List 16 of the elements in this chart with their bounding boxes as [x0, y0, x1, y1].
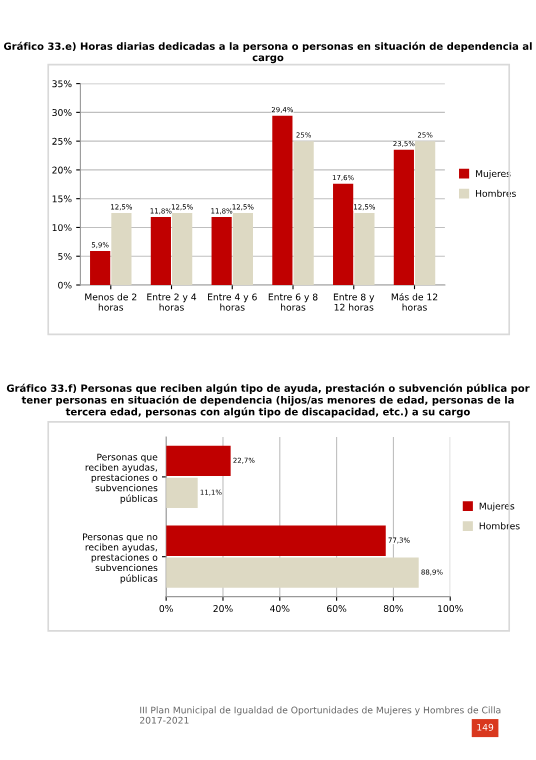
bar — [166, 477, 198, 509]
bar — [415, 141, 436, 285]
bar — [272, 115, 293, 285]
bar — [333, 183, 354, 285]
bar — [172, 213, 193, 285]
bar — [293, 141, 314, 285]
bar — [211, 217, 232, 285]
bar — [166, 525, 386, 556]
bar — [354, 213, 375, 285]
bar — [166, 557, 419, 588]
bar — [232, 213, 253, 285]
bar — [90, 251, 111, 285]
bar — [393, 149, 414, 285]
bar — [150, 217, 171, 285]
bar — [111, 213, 132, 285]
bar — [166, 445, 231, 477]
